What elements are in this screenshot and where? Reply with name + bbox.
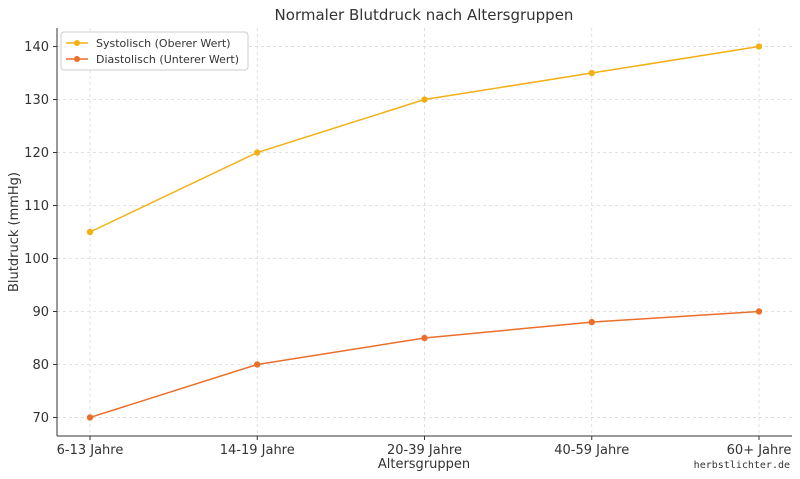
y-tick-label: 120: [24, 146, 49, 161]
legend-marker-systolic: [74, 40, 80, 46]
chart-title: Normaler Blutdruck nach Altersgruppen: [275, 6, 574, 24]
data-point-1-4: [755, 308, 763, 315]
x-tick-label: 6-13 Jahre: [57, 443, 124, 458]
legend-entry-diastolic: Diastolisch (Unterer Wert): [96, 53, 239, 66]
x-tick-label: 40-59 Jahre: [554, 443, 629, 458]
legend-marker-diastolic: [74, 56, 80, 62]
grid: [57, 28, 792, 436]
data-point-0-2: [421, 96, 428, 103]
data-point-0-0: [86, 228, 94, 236]
data-point-0-1: [254, 149, 261, 156]
x-tick-label: 14-19 Jahre: [220, 443, 295, 458]
watermark-text: herbstlichter.de: [694, 460, 790, 471]
legend-box: [60, 31, 249, 71]
data-point-0-3: [588, 69, 595, 77]
legend-entry-systolic: Systolisch (Oberer Wert): [96, 37, 231, 50]
data-point-1-2: [421, 334, 428, 342]
x-tick-label: 20-39 Jahre: [387, 443, 462, 458]
data-point-1-3: [588, 318, 595, 326]
axis-ticks: 70 80 90 100 110 120 130 140 6-13 Jahre 14-19 Jah…: [24, 40, 791, 458]
x-tick-label: 60+ Jahre: [727, 443, 792, 458]
legend: Systolisch (Oberer Wert) Diastolisch (Un…: [60, 31, 249, 71]
data-point-1-0: [86, 414, 94, 421]
y-axis-label: Blutdruck (mmHg): [7, 172, 22, 292]
y-tick-label: 110: [24, 199, 49, 214]
y-tick-label: 90: [32, 305, 49, 320]
data-point-0-4: [755, 43, 763, 50]
y-tick-label: 140: [24, 40, 49, 55]
series: [86, 43, 763, 421]
data-point-1-1: [254, 361, 261, 368]
y-tick-label: 130: [24, 93, 49, 108]
y-tick-label: 100: [24, 252, 49, 267]
y-tick-label: 70: [32, 411, 49, 426]
y-tick-label: 80: [32, 358, 49, 373]
x-axis-label: Altersgruppen: [378, 457, 470, 472]
